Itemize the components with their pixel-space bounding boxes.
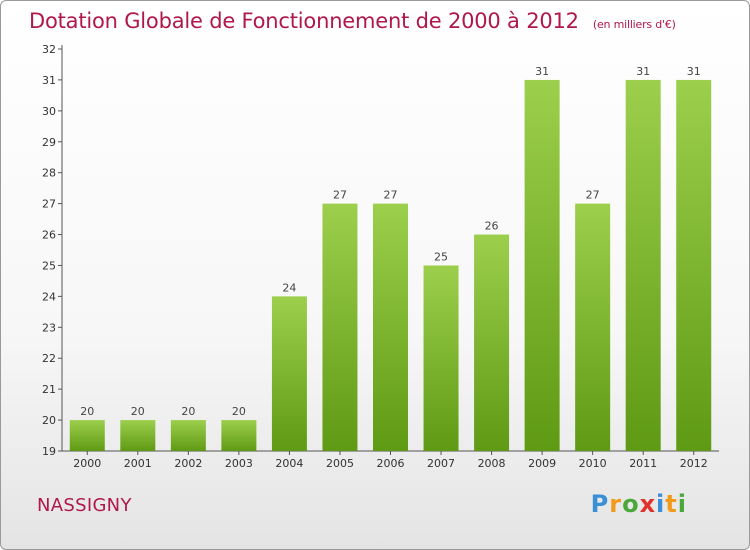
bar-value-label: 20 — [181, 405, 195, 418]
chart-value-labels: 20 20 20 20 24 27 27 25 26 31 27 31 31 — [80, 65, 700, 418]
bar — [423, 265, 459, 451]
bar — [69, 420, 105, 451]
y-tick-label: 26 — [42, 229, 56, 242]
y-tick-label: 29 — [42, 136, 56, 149]
bar — [322, 203, 358, 451]
logo-letter: x — [639, 490, 657, 518]
bar-value-label: 27 — [333, 189, 347, 202]
bar — [221, 420, 257, 451]
logo-letter: t — [665, 490, 678, 518]
chart-title: Dotation Globale de Fonctionnement de 20… — [29, 9, 676, 33]
bar — [575, 203, 611, 451]
bar — [271, 296, 307, 451]
y-tick-label: 22 — [42, 352, 56, 365]
y-tick-label: 25 — [42, 259, 56, 272]
bar — [170, 420, 206, 451]
y-tick-label: 27 — [42, 198, 56, 211]
bar — [625, 79, 661, 451]
bar — [474, 234, 510, 451]
y-tick-label: 19 — [42, 445, 56, 458]
x-tick-label: 2009 — [528, 457, 556, 470]
y-tick-label: 30 — [42, 105, 56, 118]
bar — [120, 420, 156, 451]
bar-value-label: 31 — [535, 65, 549, 78]
chart-axes: 19 20 21 22 23 24 25 26 27 28 29 30 31 32 2000 2001 2002… — [42, 43, 719, 470]
x-tick-label: 2007 — [427, 457, 455, 470]
y-tick-label: 32 — [42, 43, 56, 56]
commune-name: NASSIGNY — [37, 495, 132, 516]
bar-value-label: 31 — [687, 65, 701, 78]
chart-title-text: Dotation Globale de Fonctionnement de 20… — [29, 9, 579, 33]
bar-value-label: 20 — [232, 405, 246, 418]
bar — [524, 79, 560, 451]
x-tick-label: 2003 — [225, 457, 253, 470]
chart-bars — [69, 79, 712, 451]
y-tick-label: 23 — [42, 321, 56, 334]
logo-letter: i — [677, 490, 687, 518]
logo-letter: P — [590, 490, 610, 518]
bar-value-label: 27 — [384, 189, 398, 202]
bar-value-label: 25 — [434, 250, 448, 263]
y-tick-label: 28 — [42, 167, 56, 180]
logo-letter: o — [622, 490, 640, 518]
bar-value-label: 31 — [636, 65, 650, 78]
bar-value-label: 20 — [131, 405, 145, 418]
x-tick-label: 2008 — [478, 457, 506, 470]
x-tick-label: 2002 — [174, 457, 202, 470]
y-tick-label: 20 — [42, 414, 56, 427]
x-tick-label: 2012 — [680, 457, 708, 470]
chart-unit: (en milliers d'€) — [592, 18, 676, 31]
x-tick-label: 2005 — [326, 457, 354, 470]
logo-letter: r — [609, 490, 623, 518]
x-tick-label: 2000 — [73, 457, 101, 470]
bar-value-label: 24 — [282, 281, 296, 294]
bar-value-label: 26 — [485, 220, 499, 233]
y-tick-label: 24 — [42, 290, 56, 303]
bar — [676, 79, 712, 451]
x-tick-label: 2006 — [377, 457, 405, 470]
y-tick-label: 31 — [42, 74, 56, 87]
bar — [373, 203, 408, 451]
x-tick-label: 2010 — [579, 457, 607, 470]
x-tick-label: 2004 — [275, 457, 303, 470]
x-tick-label: 2011 — [629, 457, 657, 470]
bar-value-label: 27 — [586, 189, 600, 202]
logo-letter: i — [656, 490, 666, 518]
y-tick-label: 21 — [42, 383, 56, 396]
proxiti-logo[interactable]: Proxiti — [591, 490, 687, 518]
bar-value-label: 20 — [80, 405, 94, 418]
x-tick-label: 2001 — [124, 457, 152, 470]
